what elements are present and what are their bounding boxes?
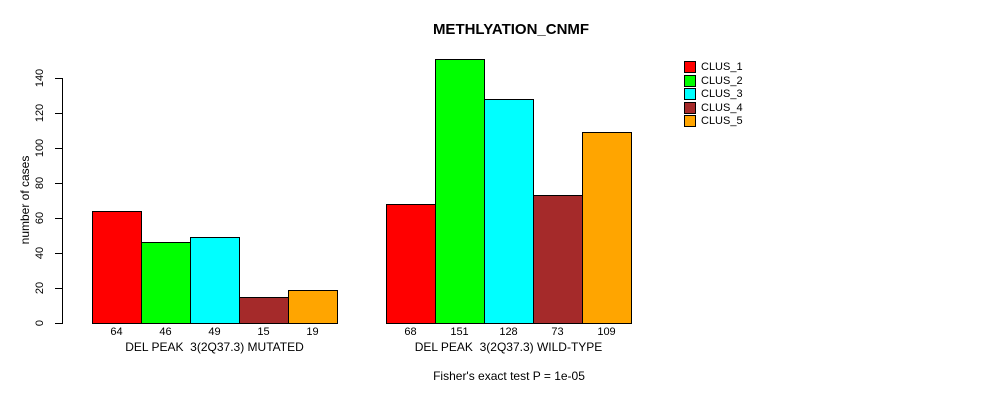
legend-item-clus_4: CLUS_4 <box>684 101 743 114</box>
bar-clus_1-group2 <box>386 204 436 324</box>
group-label: DEL PEAK 3(2Q37.3) WILD-TYPE <box>414 340 603 354</box>
y-tick-label: 0 <box>34 319 46 327</box>
legend-swatch-icon <box>684 74 696 87</box>
bar-clus_4-group2 <box>533 195 583 324</box>
y-tick-mark <box>55 148 63 149</box>
legend: CLUS_1 CLUS_2 CLUS_3 CLUS_4 CLUS_5 <box>684 61 743 127</box>
bar-clus_2-group1 <box>141 242 191 324</box>
legend-swatch-icon <box>684 61 696 73</box>
y-tick-label: 60 <box>34 211 46 225</box>
legend-item-clus_5: CLUS_5 <box>684 115 743 127</box>
y-tick-mark <box>55 78 63 79</box>
bar-value-label: 128 <box>499 326 518 338</box>
bar-value-label: 15 <box>257 326 270 338</box>
bar-value-label: 46 <box>159 326 172 338</box>
legend-item-clus_1: CLUS_1 <box>684 61 743 73</box>
bar-value-label: 19 <box>306 326 319 338</box>
y-tick-label: 120 <box>34 103 46 123</box>
legend-label: CLUS_4 <box>701 101 743 114</box>
y-tick-label: 100 <box>34 138 46 158</box>
legend-swatch-icon <box>684 88 696 100</box>
bar-clus_4-group1 <box>239 297 289 324</box>
y-tick-mark <box>55 288 63 289</box>
legend-item-clus_3: CLUS_3 <box>684 88 743 100</box>
legend-label: CLUS_1 <box>701 61 743 73</box>
group-label: DEL PEAK 3(2Q37.3) MUTATED <box>125 340 304 354</box>
bar-value-label: 64 <box>110 326 123 338</box>
legend-label: CLUS_5 <box>701 115 743 127</box>
y-tick-mark <box>55 113 63 114</box>
y-tick-label: 40 <box>34 246 46 260</box>
legend-item-clus_2: CLUS_2 <box>684 74 743 87</box>
y-tick-label: 80 <box>34 176 46 190</box>
legend-label: CLUS_3 <box>701 88 743 100</box>
y-tick-mark <box>55 218 63 219</box>
legend-swatch-icon <box>684 101 696 114</box>
y-tick-mark <box>55 253 63 254</box>
bar-value-label: 68 <box>404 326 417 338</box>
legend-swatch-icon <box>684 115 696 127</box>
bar-clus_2-group2 <box>435 59 485 324</box>
legend-label: CLUS_2 <box>701 74 743 87</box>
bar-clus_1-group1 <box>92 211 142 324</box>
y-axis-label: number of cases <box>18 155 32 245</box>
chart-title: METHLYATION_CNMF <box>432 21 590 38</box>
bar-value-label: 151 <box>450 326 469 338</box>
bar-clus_3-group1 <box>190 237 240 324</box>
bar-clus_5-group1 <box>288 290 338 324</box>
bar-clus_5-group2 <box>582 132 632 324</box>
bar-clus_3-group2 <box>484 99 534 324</box>
y-tick-label: 20 <box>34 281 46 295</box>
bar-value-label: 49 <box>208 326 221 338</box>
y-axis-line <box>62 78 63 324</box>
bar-value-label: 73 <box>551 326 564 338</box>
y-tick-label: 140 <box>34 68 46 88</box>
fisher-test-note: Fisher's exact test P = 1e-05 <box>433 369 585 383</box>
y-tick-mark <box>55 183 63 184</box>
bar-value-label: 109 <box>597 326 616 338</box>
y-tick-mark <box>55 323 63 324</box>
